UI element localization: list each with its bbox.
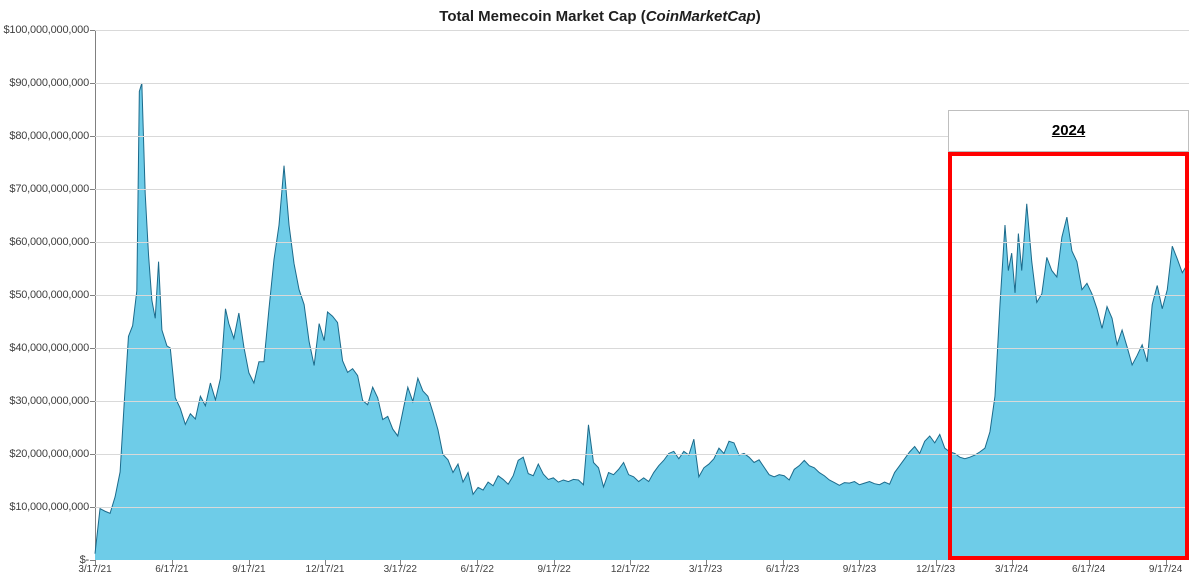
xtick-label: 3/17/23 xyxy=(689,560,722,575)
xtick-label: 6/17/22 xyxy=(461,560,494,575)
gridline-h xyxy=(95,83,1189,84)
ytick-label: $10,000,000,000 xyxy=(9,501,95,513)
highlight-label: 2024 xyxy=(1052,122,1085,139)
xtick-label: 12/17/22 xyxy=(611,560,650,575)
xtick-label: 6/17/24 xyxy=(1072,560,1105,575)
ytick-label: $60,000,000,000 xyxy=(9,236,95,248)
xtick-label: 12/17/21 xyxy=(306,560,345,575)
highlight-label-box: 2024 xyxy=(948,110,1189,152)
ytick-label: $30,000,000,000 xyxy=(9,395,95,407)
xtick-label: 9/17/21 xyxy=(232,560,265,575)
xtick-label: 9/17/23 xyxy=(843,560,876,575)
gridline-h xyxy=(95,30,1189,31)
title-text: Total Memecoin Market Cap ( xyxy=(439,8,645,25)
highlight-box xyxy=(948,152,1189,560)
ytick-label: $90,000,000,000 xyxy=(9,77,95,89)
xtick-label: 3/17/21 xyxy=(78,560,111,575)
xtick-label: 3/17/24 xyxy=(995,560,1028,575)
xtick-label: 9/17/22 xyxy=(537,560,570,575)
chart-title: Total Memecoin Market Cap (CoinMarketCap… xyxy=(0,8,1200,25)
ytick-label: $40,000,000,000 xyxy=(9,342,95,354)
ytick-label: $100,000,000,000 xyxy=(4,24,96,36)
ytick-label: $20,000,000,000 xyxy=(9,448,95,460)
xtick-label: 9/17/24 xyxy=(1149,560,1182,575)
chart-container: Total Memecoin Market Cap (CoinMarketCap… xyxy=(0,0,1200,584)
title-suffix: ) xyxy=(756,8,761,25)
xtick-label: 3/17/22 xyxy=(384,560,417,575)
ytick-label: $70,000,000,000 xyxy=(9,183,95,195)
xtick-label: 12/17/23 xyxy=(916,560,955,575)
xtick-label: 6/17/21 xyxy=(155,560,188,575)
xtick-label: 6/17/23 xyxy=(766,560,799,575)
ytick-label: $80,000,000,000 xyxy=(9,130,95,142)
plot-area: $-$10,000,000,000$20,000,000,000$30,000,… xyxy=(95,30,1189,560)
ytick-label: $50,000,000,000 xyxy=(9,289,95,301)
title-source: CoinMarketCap xyxy=(646,8,756,25)
